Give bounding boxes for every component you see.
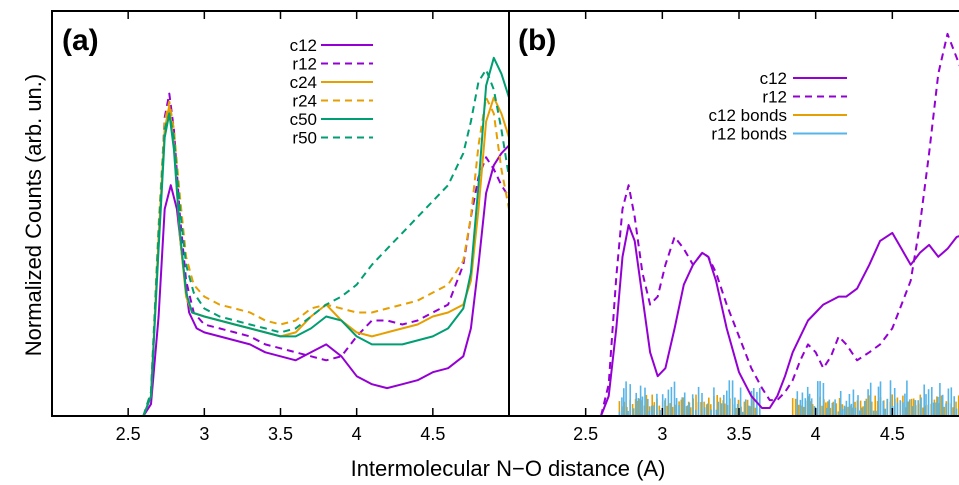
x-tick-label: 4.5 xyxy=(420,424,445,444)
legend-label: c12 bonds xyxy=(709,106,787,125)
x-tick-label: 3.5 xyxy=(268,424,293,444)
panel-b-ticks: 2.5 3 3.5 4 4.5 xyxy=(573,11,905,444)
series-r12-line xyxy=(142,92,509,416)
panel-b-label: (b) xyxy=(518,24,556,57)
legend-label: r24 xyxy=(292,92,317,111)
legend-label: r12 xyxy=(762,88,787,107)
x-tick-label: 4 xyxy=(352,424,362,444)
panel-a-series xyxy=(142,56,509,416)
legend-label: c24 xyxy=(290,73,317,92)
panel-a-frame xyxy=(51,10,510,417)
legend-label: c50 xyxy=(290,110,317,129)
y-axis-title: Normalized Counts (arb. un.) xyxy=(21,74,46,356)
legend-label: c12 xyxy=(290,36,317,55)
x-tick-label: 4 xyxy=(811,424,821,444)
x-tick-label: 3 xyxy=(199,424,209,444)
panel-a-ticks: 2.5 3 3.5 4 4.5 xyxy=(116,11,445,444)
x-tick-label: 3.5 xyxy=(726,424,751,444)
x-tick-label: 2.5 xyxy=(116,424,141,444)
legend-label: c12 xyxy=(760,69,787,88)
legend-label: r50 xyxy=(292,129,317,148)
series-c12-line xyxy=(142,144,509,416)
series-r50-line xyxy=(142,68,509,416)
panel-a-label: (a) xyxy=(62,24,99,57)
legend-label: r12 xyxy=(292,55,317,74)
series-c24-line xyxy=(142,96,509,416)
series-r24-line xyxy=(142,96,509,416)
series-c50-line xyxy=(142,56,509,416)
x-tick-label: 2.5 xyxy=(573,424,598,444)
x-tick-label: 3 xyxy=(657,424,667,444)
x-axis-title: Intermolecular N−O distance (A) xyxy=(351,456,666,481)
legend-label: r12 bonds xyxy=(711,125,787,144)
series-r12-line xyxy=(600,32,959,416)
x-tick-label: 4.5 xyxy=(880,424,905,444)
panel-b-series xyxy=(600,32,959,416)
series-c12-line xyxy=(600,224,959,416)
